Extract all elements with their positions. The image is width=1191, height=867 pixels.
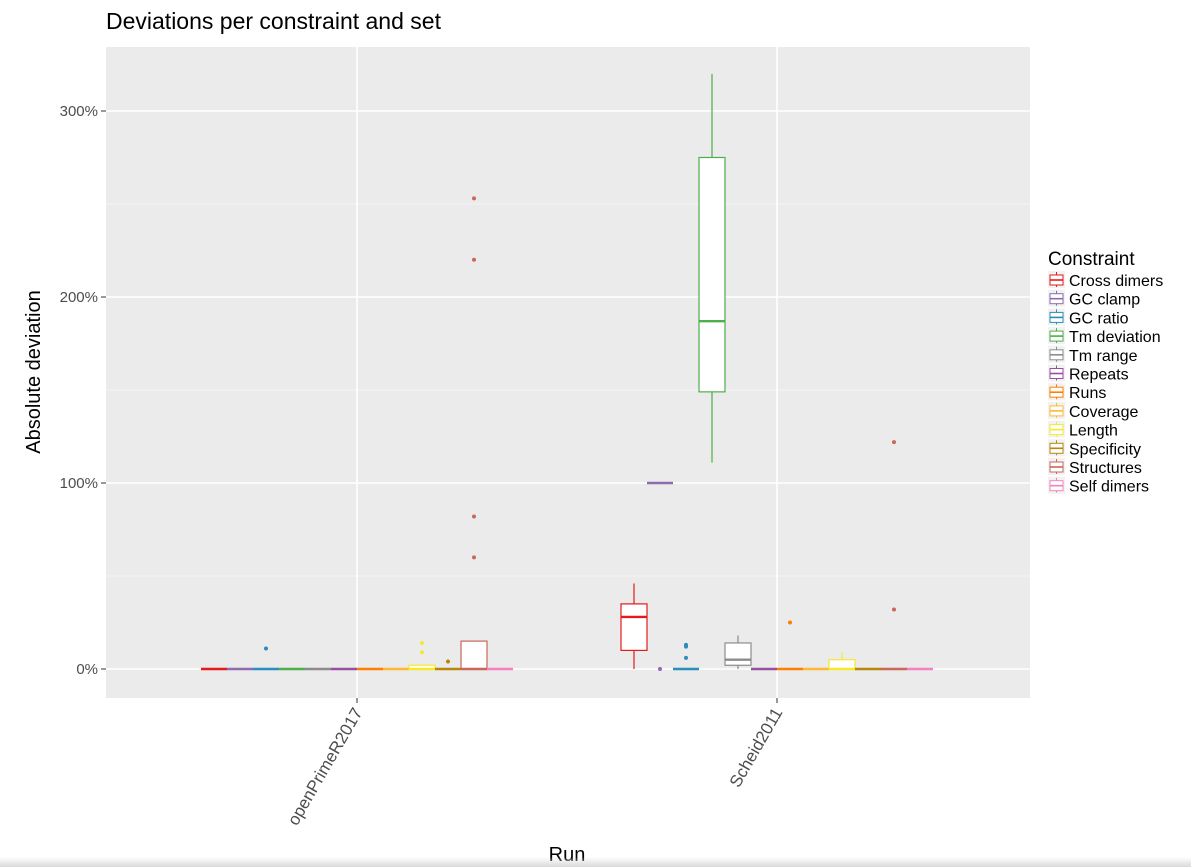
outlier-point: [658, 667, 662, 671]
legend-key: [1048, 271, 1065, 288]
box-length: [828, 652, 856, 671]
x-axis: openPrimeR2017 Scheid2011: [284, 698, 787, 829]
legend-label: GC ratio: [1069, 310, 1129, 327]
box-body: [620, 603, 648, 652]
box-body: [724, 642, 752, 666]
legend-key: [1048, 401, 1065, 419]
outlier-point: [420, 650, 424, 655]
legend-key: [1048, 289, 1065, 307]
box-gc-ratio: [253, 646, 279, 671]
y-tick-label: 100%: [60, 475, 98, 492]
legend-key: [1048, 308, 1065, 326]
outlier-point: [892, 440, 896, 445]
box-tm-deviation: [698, 73, 726, 463]
legend-label: Length: [1069, 423, 1118, 440]
legend-label: Specificity: [1069, 441, 1141, 458]
outlier-point: [788, 620, 792, 625]
legend-label: Self dimers: [1069, 479, 1149, 496]
chart-title: Deviations per constraint and set: [106, 8, 442, 34]
outlier-point: [420, 640, 424, 645]
y-axis: 0% 100% 200% 300%: [60, 103, 106, 678]
legend-label: Tm deviation: [1069, 329, 1161, 346]
outlier-point: [892, 607, 896, 612]
x-tick-label: Scheid2011: [726, 705, 787, 791]
outlier-point: [472, 196, 476, 201]
box-structures: [460, 196, 488, 671]
y-tick-label: 200%: [60, 289, 98, 306]
legend-label: Runs: [1069, 385, 1106, 402]
box-length: [408, 640, 436, 671]
y-axis-label: Absolute deviation: [23, 290, 45, 453]
legend-title: Constraint: [1048, 249, 1135, 270]
plot-panel: [106, 47, 1030, 698]
box-specificity: [435, 659, 461, 671]
box-structures: [881, 440, 907, 671]
legend-label: Structures: [1069, 460, 1142, 477]
box-gc-clamp: [647, 481, 673, 671]
legend-label: Tm range: [1069, 348, 1138, 365]
box-body: [828, 659, 856, 670]
bottom-edge-shadow: [0, 857, 1191, 867]
outlier-point: [684, 655, 688, 660]
legend-key: [1048, 458, 1065, 475]
outlier-point: [446, 659, 450, 664]
legend-key: [1048, 345, 1065, 363]
outlier-point: [472, 257, 476, 262]
x-tick-label: openPrimeR2017: [284, 705, 367, 829]
legend-label: Coverage: [1069, 404, 1138, 421]
outlier-point: [472, 555, 476, 560]
box-body: [460, 640, 488, 670]
box-runs: [777, 620, 803, 671]
box-tm-range: [724, 635, 752, 669]
box-layer: [201, 73, 933, 671]
legend-label: GC clamp: [1069, 292, 1140, 309]
legend-key: [1048, 439, 1065, 457]
box-cross-dimers: [620, 583, 648, 669]
outlier-point: [264, 646, 268, 651]
legend-key: [1048, 327, 1065, 345]
legend-label: Cross dimers: [1069, 273, 1163, 290]
legend-key: [1048, 420, 1065, 438]
legend-key: [1048, 383, 1065, 401]
y-tick-label: 300%: [60, 103, 98, 120]
box-gc-ratio: [673, 642, 699, 671]
legend-key: [1048, 476, 1065, 494]
box-body: [698, 156, 726, 393]
legend-label: Repeats: [1069, 367, 1129, 384]
outlier-point: [472, 514, 476, 519]
legend-key: [1048, 364, 1065, 382]
outlier-point: [684, 642, 688, 647]
y-tick-label: 0%: [76, 661, 98, 678]
